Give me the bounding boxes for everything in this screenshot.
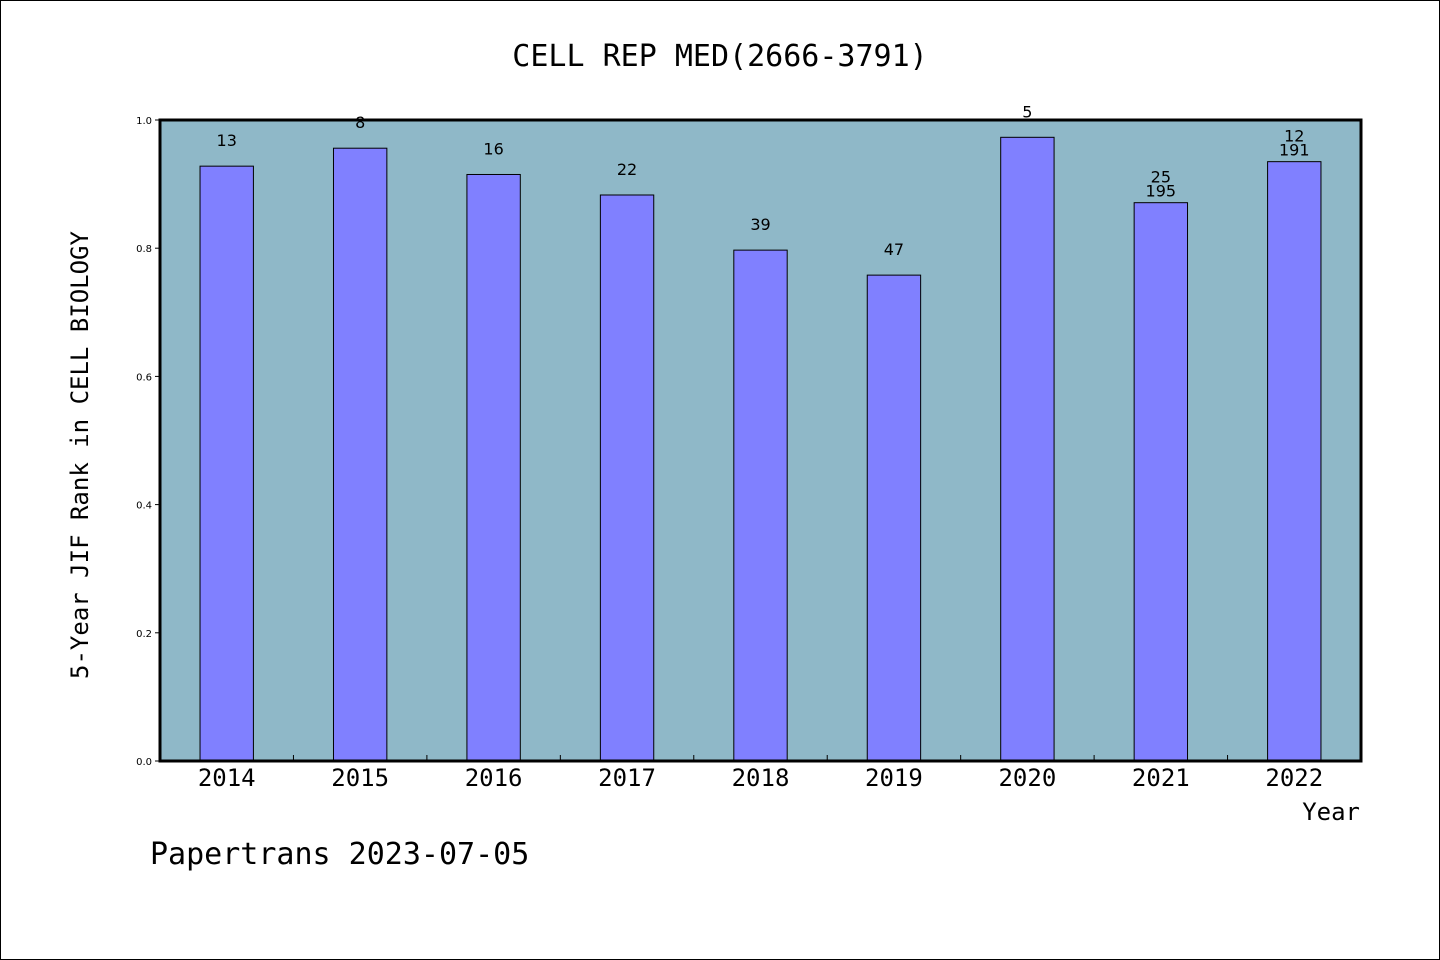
bars-group	[199, 136, 1322, 762]
bar-2016	[466, 173, 521, 762]
x-tick-label-2018: 2018	[732, 764, 790, 792]
data-label-2020: 5	[1022, 102, 1032, 121]
bar-2015	[332, 147, 388, 762]
data-label-2022-2: 191	[1279, 141, 1310, 160]
y-tick-label-0.4: 0.4	[136, 501, 152, 512]
data-label-2015: 8	[355, 113, 365, 132]
plot-border	[158, 118, 1363, 763]
x-tick-label-2014: 2014	[198, 764, 256, 792]
data-label-2016: 16	[483, 139, 503, 158]
footer-text: Papertrans 2023-07-05	[150, 837, 529, 872]
bar-2020	[1000, 136, 1055, 762]
x-axis: 2014 2015 2016 2017 2018 2019 2020 2021 2022	[198, 755, 1323, 792]
bar-2022	[1267, 161, 1322, 762]
y-axis-label: 5-Year JIF Rank in CELL BIOLOGY	[66, 230, 94, 678]
x-tick-label-2015: 2015	[331, 764, 389, 792]
x-tick-label-2017: 2017	[598, 764, 656, 792]
y-tick-label-0.2: 0.2	[136, 629, 152, 640]
y-tick-label-1.0: 1.0	[136, 116, 152, 127]
bar-2014	[199, 165, 254, 762]
bar-2018	[733, 249, 788, 762]
data-label-2014: 13	[217, 131, 237, 150]
x-axis-label: Year	[1302, 798, 1360, 826]
bar-2017	[599, 194, 655, 762]
x-tick-label-2019: 2019	[865, 764, 923, 792]
data-label-2021-1: 25	[1151, 168, 1171, 187]
x-tick-label-2021: 2021	[1132, 764, 1190, 792]
x-tick-label-2022: 2022	[1265, 764, 1323, 792]
x-tick-label-2020: 2020	[998, 764, 1056, 792]
x-tick-label-2016: 2016	[465, 764, 523, 792]
y-tick-label-0.6: 0.6	[136, 372, 152, 383]
data-label-2022-1: 12	[1284, 127, 1304, 146]
data-label-2021-2: 195	[1146, 182, 1177, 201]
bar-2021	[1133, 202, 1189, 762]
y-tick-label-0.0: 0.0	[136, 757, 152, 768]
bar-2019	[866, 274, 922, 762]
y-axis: 0.0 0.2 0.4 0.6 0.8 1.0	[136, 116, 160, 768]
data-label-2017: 22	[617, 160, 637, 179]
y-tick-label-0.8: 0.8	[136, 244, 152, 255]
data-label-2019: 47	[884, 240, 904, 259]
chart-title: CELL REP MED(2666-3791)	[512, 39, 927, 74]
data-label-2018: 39	[750, 215, 770, 234]
